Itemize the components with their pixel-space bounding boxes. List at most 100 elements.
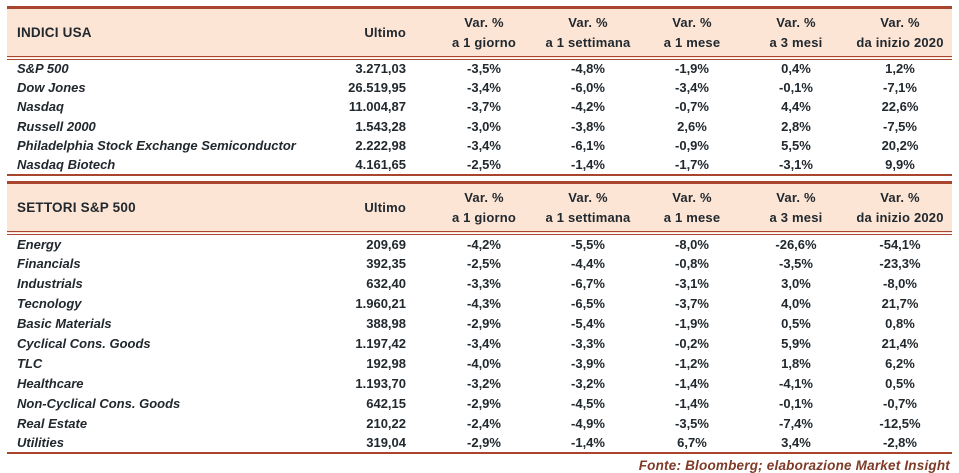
var-period: a 1 mese	[663, 209, 721, 225]
var-1month-value: -1,9%	[675, 315, 709, 331]
row-name: S&P 500	[17, 61, 69, 77]
table-row: Utilities 319,04 -2,9% -1,4% 6,7% 3,4% -…	[7, 433, 952, 454]
ultimo-value: 2.222,98	[355, 138, 406, 154]
table-row: Russell 2000 1.543,28 -3,0% -3,8% 2,6% 2…	[7, 117, 952, 137]
var-1week-value: -4,5%	[571, 395, 605, 411]
var-ytd-value: -7,1%	[883, 79, 917, 95]
var-label: Var. %	[672, 15, 712, 30]
var-1day-value: -2,9%	[467, 395, 501, 411]
column-header-ultimo: Ultimo	[332, 181, 432, 235]
var-period: a 1 settimana	[545, 34, 631, 50]
var-ytd-value: 9,9%	[848, 155, 952, 176]
var-3months-value: 3,0%	[781, 275, 811, 291]
var-1week-value: -4,9%	[571, 415, 605, 431]
var-1month-value: 2,6%	[677, 118, 707, 134]
var-period: a 1 settimana	[545, 209, 631, 225]
var-3months-value: 2,8%	[781, 118, 811, 134]
var-label: Var. %	[880, 15, 920, 30]
var-ytd-value: 6,2%	[885, 355, 915, 371]
var-1day-value: -3,4%	[467, 79, 501, 95]
var-1day-value: -3,4%	[467, 335, 501, 351]
var-period: da inizio 2020	[856, 209, 944, 225]
var-1month-value: -1,4%	[675, 395, 709, 411]
column-header-var-1week: Var. % a 1 settimana	[536, 181, 640, 235]
var-1month-value: -3,7%	[675, 295, 709, 311]
table-row: Non-Cyclical Cons. Goods 642,15 -2,9% -4…	[7, 393, 952, 413]
column-header-var-1month: Var. % a 1 mese	[640, 181, 744, 235]
var-3months-value: 0,4%	[781, 61, 811, 77]
source-note: Fonte: Bloomberg; elaborazione Market In…	[638, 458, 950, 473]
var-1day-value: -3,4%	[467, 138, 501, 154]
var-3months-value: -4,1%	[779, 375, 813, 391]
table-row: Energy 209,69 -4,2% -5,5% -8,0% -26,6% -…	[7, 233, 952, 253]
var-1month-value: -3,4%	[675, 79, 709, 95]
var-ytd-value: 1,2%	[885, 61, 915, 77]
var-3months-value: 5,9%	[781, 335, 811, 351]
ultimo-value: 209,69	[366, 236, 406, 252]
var-period: a 1 giorno	[451, 209, 517, 225]
var-period: a 1 mese	[663, 34, 721, 50]
row-name: Russell 2000	[17, 118, 96, 134]
var-1day-value: -3,2%	[467, 375, 501, 391]
var-3months-value: 4,0%	[781, 295, 811, 311]
ultimo-value: 642,15	[366, 395, 406, 411]
var-1week-value: -3,9%	[571, 355, 605, 371]
var-label: Var. %	[568, 15, 608, 30]
column-header-var-1day: Var. % a 1 giorno	[432, 181, 536, 235]
var-ytd-value: -8,0%	[883, 275, 917, 291]
table-row: TLC 192,98 -4,0% -3,9% -1,2% 1,8% 6,2%	[7, 353, 952, 373]
ultimo-value: 388,98	[366, 315, 406, 331]
var-label: Var. %	[672, 190, 712, 205]
var-1week-value: -6,5%	[571, 295, 605, 311]
var-1month-value: -3,5%	[675, 415, 709, 431]
column-header-ultimo: Ultimo	[332, 6, 432, 60]
var-1month-value: -1,9%	[675, 61, 709, 77]
var-1week-value: -3,3%	[571, 335, 605, 351]
var-label: Var. %	[568, 190, 608, 205]
table-row: Financials 392,35 -2,5% -4,4% -0,8% -3,5…	[7, 253, 952, 273]
var-1week-value: -6,1%	[571, 138, 605, 154]
var-ytd-value: 0,5%	[885, 375, 915, 391]
var-1month-value: -0,7%	[675, 99, 709, 115]
var-3months-value: -7,4%	[779, 415, 813, 431]
var-1week-value: -4,4%	[571, 255, 605, 271]
var-1month-value: -1,4%	[675, 375, 709, 391]
var-1day-value: -2,9%	[467, 315, 501, 331]
row-name: Cyclical Cons. Goods	[17, 335, 151, 351]
settori-sp500-body: Energy 209,69 -4,2% -5,5% -8,0% -26,6% -…	[7, 233, 952, 454]
var-1day-value: -4,0%	[467, 355, 501, 371]
table-row: Nasdaq 11.004,87 -3,7% -4,2% -0,7% 4,4% …	[7, 97, 952, 117]
row-name: Tecnology	[17, 295, 82, 311]
section-title-indici-usa: INDICI USA	[7, 6, 332, 60]
section-title-settori-sp500: SETTORI S&P 500	[7, 181, 332, 235]
column-header-var-1week: Var. % a 1 settimana	[536, 6, 640, 60]
table-row: Nasdaq Biotech 4.161,65 -2,5% -1,4% -1,7…	[7, 155, 952, 176]
var-1day-value: -2,5%	[467, 255, 501, 271]
table-row: Tecnology 1.960,21 -4,3% -6,5% -3,7% 4,0…	[7, 293, 952, 313]
ultimo-value: 1.960,21	[355, 295, 406, 311]
ultimo-value: 192,98	[366, 355, 406, 371]
ultimo-value: 11.004,87	[348, 99, 406, 115]
var-1month-value: -0,9%	[675, 138, 709, 154]
var-3months-value: 3,4%	[744, 433, 848, 454]
var-1week-value: -6,7%	[571, 275, 605, 291]
var-3months-value: -0,1%	[779, 79, 813, 95]
column-header-var-3months: Var. % a 3 mesi	[744, 181, 848, 235]
table-row: Basic Materials 388,98 -2,9% -5,4% -1,9%…	[7, 313, 952, 333]
ultimo-value: 319,04	[332, 433, 432, 454]
row-name: Nasdaq	[17, 99, 64, 115]
row-name: Utilities	[7, 433, 332, 454]
var-ytd-value: 22,6%	[881, 99, 919, 115]
table-row: Real Estate 210,22 -2,4% -4,9% -3,5% -7,…	[7, 413, 952, 433]
row-name: Non-Cyclical Cons. Goods	[17, 395, 181, 411]
var-1month-value: -3,1%	[675, 275, 709, 291]
row-name: Financials	[17, 255, 81, 271]
indici-usa-header: INDICI USA Ultimo Var. % a 1 giorno Var.…	[7, 6, 952, 60]
var-1day-value: -4,3%	[467, 295, 501, 311]
var-1week-value: -3,2%	[571, 375, 605, 391]
var-3months-value: -3,1%	[744, 155, 848, 176]
var-ytd-value: -23,3%	[879, 255, 921, 271]
var-1week-value: -5,4%	[571, 315, 605, 331]
var-period: da inizio 2020	[856, 34, 944, 50]
